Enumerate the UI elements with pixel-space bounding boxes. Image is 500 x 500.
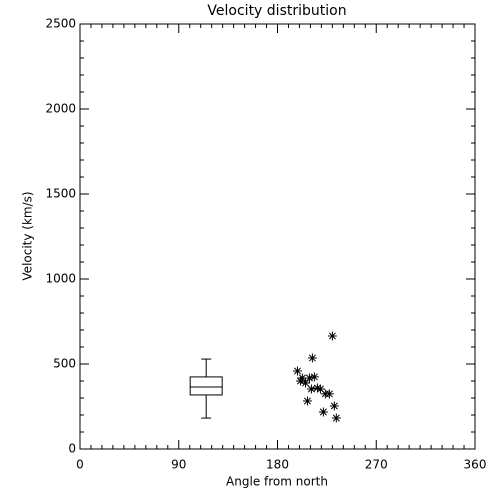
point (295, 376, 305, 386)
point (318, 407, 328, 417)
point (302, 396, 312, 406)
point (300, 378, 310, 388)
point (315, 384, 325, 394)
plot-frame (79, 23, 476, 450)
point (309, 372, 319, 382)
x-tick-label: 360 (464, 458, 487, 472)
y-tick-label: 2000 (45, 102, 76, 116)
y-tick-label: 500 (53, 357, 76, 371)
x-axis-label: Angle from north (226, 475, 328, 489)
y-tick-label: 0 (68, 442, 76, 456)
x-tick-label: 0 (76, 458, 84, 472)
y-tick-label: 1000 (45, 272, 76, 286)
chart-title: Velocity distribution (207, 3, 346, 19)
point (312, 383, 322, 393)
x-tick-label: 180 (266, 458, 289, 472)
y-tick-label: 2500 (45, 17, 76, 31)
y-axis-label: Velocity (km/s) (21, 191, 35, 280)
point (307, 353, 317, 363)
point (331, 413, 341, 423)
y-tick-label: 1500 (45, 187, 76, 201)
point (329, 401, 339, 411)
x-tick-label: 270 (365, 458, 388, 472)
point (297, 373, 307, 383)
x-tick-label: 90 (171, 458, 186, 472)
point (324, 389, 334, 399)
point (304, 373, 314, 383)
point (327, 331, 337, 341)
point (306, 384, 316, 394)
point (292, 366, 302, 376)
box (189, 376, 223, 396)
